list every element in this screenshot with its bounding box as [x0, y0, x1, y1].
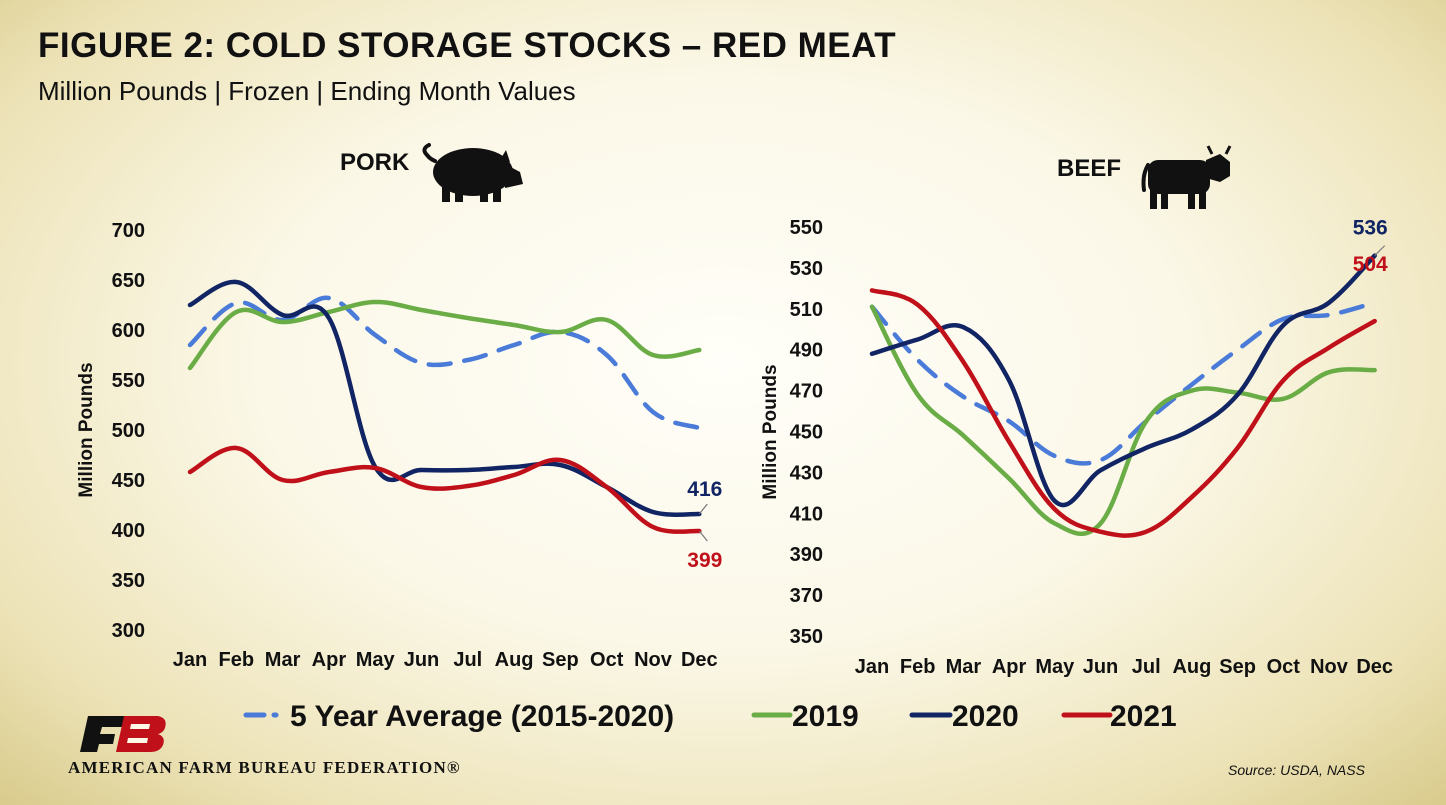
x-tick-label: Jan — [173, 649, 207, 671]
x-tick-label: May — [356, 649, 396, 671]
y-tick-label: 700 — [112, 220, 145, 242]
legend: 5 Year Average (2015-2020) 2019 2020 2021 — [243, 700, 1177, 733]
x-tick-label: Jul — [1132, 656, 1161, 678]
y-tick-label: 550 — [790, 217, 823, 239]
label-leader — [698, 503, 708, 515]
series-line-y2019 — [187, 299, 702, 371]
y-tick-label: 600 — [112, 320, 145, 342]
y-tick-label: 300 — [112, 620, 145, 642]
x-tick-label: Jan — [855, 656, 889, 678]
legend-label: 2020 — [952, 700, 1019, 733]
y-tick-label: 530 — [790, 258, 823, 280]
y-tick-label: 350 — [112, 570, 145, 592]
end-value-label: 536 — [1353, 217, 1388, 240]
pork-chart: PORK Million Pounds 300 350 400 450 500 550 600 6… — [76, 149, 722, 671]
y-axis-title: Million Pounds — [760, 364, 781, 499]
y-tick-label: 450 — [112, 470, 145, 492]
y-tick-label: 550 — [112, 370, 145, 392]
x-tick-label: Feb — [219, 649, 255, 671]
x-tick-label: Jun — [1083, 656, 1119, 678]
cow-icon — [1141, 145, 1232, 209]
series-line-y2019 — [869, 304, 1377, 536]
y-tick-label: 370 — [790, 585, 823, 607]
source-note: Source: USDA, NASS — [1228, 762, 1365, 778]
y-axis-title: Million Pounds — [76, 362, 97, 497]
x-tick-label: Sep — [542, 649, 579, 671]
x-tick-label: Aug — [495, 649, 534, 671]
y-tick-label: 390 — [790, 544, 823, 566]
series-line-y2020 — [869, 253, 1377, 508]
y-tick-label: 430 — [790, 462, 823, 484]
x-tick-label: Nov — [634, 649, 673, 671]
legend-label: 2019 — [792, 700, 859, 733]
pig-icon — [422, 143, 523, 202]
x-tick-label: Oct — [1267, 656, 1301, 678]
series-line-y2021 — [187, 445, 702, 534]
end-value-label: 399 — [687, 549, 722, 572]
beef-chart: BEEF Million Pounds 350 370 390 410 430 450 470 4… — [760, 155, 1393, 678]
end-value-label: 504 — [1353, 253, 1388, 276]
x-tick-label: Jun — [404, 649, 440, 671]
x-tick-label: Mar — [946, 656, 982, 678]
x-tick-label: Dec — [1356, 656, 1393, 678]
x-tick-label: Apr — [992, 656, 1027, 678]
series-line-avg — [187, 295, 702, 431]
panel-title: BEEF — [1057, 155, 1121, 182]
series-line-avg — [869, 300, 1377, 466]
label-leader — [1374, 245, 1386, 257]
end-value-label: 416 — [687, 478, 722, 501]
y-tick-label: 450 — [790, 422, 823, 444]
x-tick-label: Oct — [590, 649, 624, 671]
y-tick-label: 650 — [112, 270, 145, 292]
x-tick-label: Jul — [453, 649, 482, 671]
x-tick-label: Apr — [312, 649, 347, 671]
x-tick-label: Nov — [1310, 656, 1349, 678]
x-tick-label: Feb — [900, 656, 936, 678]
label-leader — [698, 530, 708, 542]
legend-label: 2021 — [1110, 700, 1177, 733]
x-tick-label: May — [1035, 656, 1075, 678]
y-tick-label: 350 — [790, 626, 823, 648]
x-tick-label: Mar — [265, 649, 301, 671]
fb-logo — [80, 716, 166, 752]
panel-title: PORK — [340, 149, 410, 176]
y-tick-label: 400 — [112, 520, 145, 542]
y-tick-label: 510 — [790, 299, 823, 321]
y-tick-label: 490 — [790, 340, 823, 362]
legend-label: 5 Year Average (2015-2020) — [290, 700, 674, 733]
series-line-y2021 — [869, 288, 1377, 538]
x-tick-label: Aug — [1172, 656, 1211, 678]
y-tick-label: 470 — [790, 381, 823, 403]
x-tick-label: Sep — [1219, 656, 1256, 678]
y-tick-label: 410 — [790, 503, 823, 525]
x-tick-label: Dec — [681, 649, 718, 671]
page-subtitle: Million Pounds | Frozen | Ending Month V… — [38, 76, 576, 106]
organization-name: AMERICAN FARM BUREAU FEDERATION® — [68, 758, 461, 777]
page-title: FIGURE 2: COLD STORAGE STOCKS – RED MEAT — [38, 26, 897, 65]
y-tick-label: 500 — [112, 420, 145, 442]
